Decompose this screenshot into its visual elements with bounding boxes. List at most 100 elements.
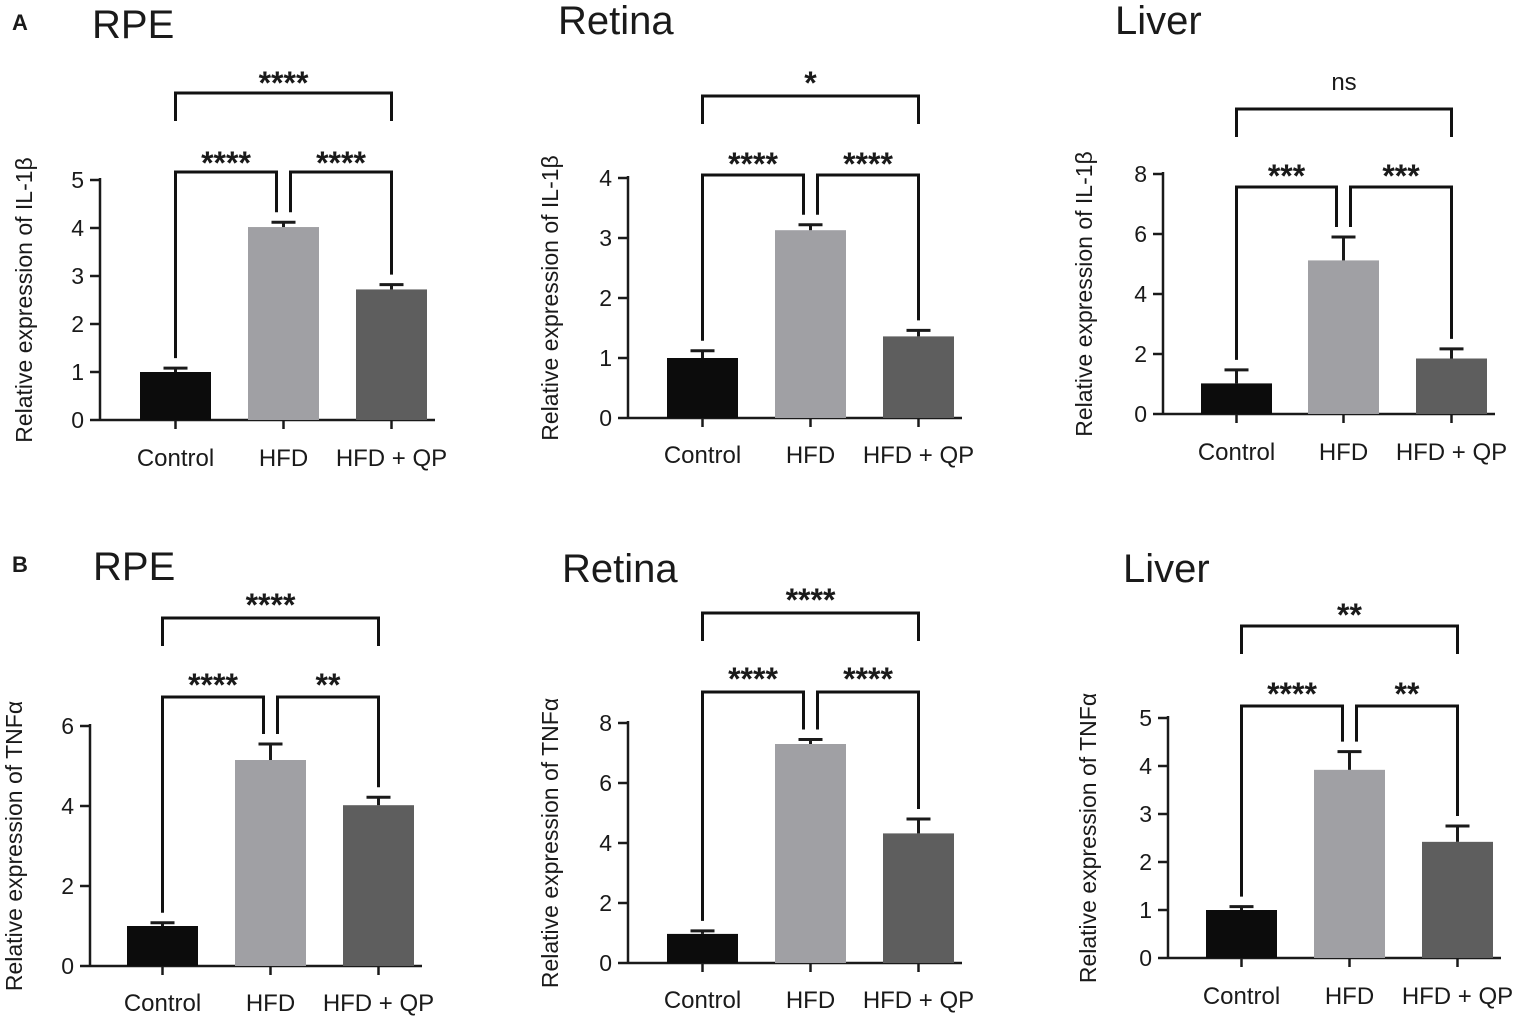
significance-label: ** — [316, 667, 341, 703]
significance-bracket — [1349, 185, 1453, 339]
y-tick-label: 0 — [1139, 945, 1152, 971]
y-tick-label: 1 — [1139, 897, 1152, 923]
y-axis-label: Relative expression of IL-1β — [1071, 151, 1097, 437]
significance-label: *** — [1268, 158, 1306, 194]
significance-label: **** — [1267, 676, 1317, 712]
bar-hfd — [1314, 769, 1385, 958]
significance-bracket — [701, 611, 920, 641]
y-tick-label: 4 — [599, 830, 612, 856]
significance-label: **** — [843, 661, 893, 697]
significance-bracket — [701, 173, 805, 341]
chart-3: Liver Relative expression of IL-1β 0 2 4 6 8 Co… — [1071, 0, 1507, 466]
bar-control — [1206, 910, 1277, 958]
y-tick-label: 0 — [599, 950, 612, 976]
significance-bracket — [1235, 107, 1453, 137]
bar-hfd-qp — [343, 805, 414, 966]
significance-label: **** — [728, 661, 778, 697]
category-label: HFD — [786, 987, 835, 1014]
bar-control — [1201, 383, 1272, 414]
y-axis-label: Relative expression of TNFα — [537, 698, 563, 988]
y-tick-label: 3 — [71, 263, 84, 289]
y-axis-label: Relative expression of IL-1β — [537, 155, 563, 441]
significance-label: **** — [786, 582, 836, 618]
category-label: Control — [664, 442, 741, 469]
chart-4: RPE Relative expression of TNFα 0 2 4 6 Contro… — [1, 545, 434, 1017]
bar-hfd — [235, 760, 306, 966]
category-label: HFD — [1325, 983, 1374, 1010]
y-tick-label: 6 — [1134, 221, 1147, 247]
chart-1: RPE Relative expression of IL-1β 0 1 2 3 4 5 Con… — [11, 3, 447, 472]
significance-bracket — [276, 695, 380, 788]
y-axis-label: Relative expression of IL-1β — [11, 157, 37, 443]
bar-control — [667, 933, 738, 963]
y-tick-label: 3 — [599, 225, 612, 251]
y-tick-label: 0 — [1134, 401, 1147, 427]
significance-label: ** — [1337, 597, 1362, 633]
y-tick-label: 0 — [61, 953, 74, 979]
y-tick-label: 1 — [71, 359, 84, 385]
y-tick-label: 2 — [599, 285, 612, 311]
y-tick-label: 4 — [71, 215, 84, 241]
significance-bracket — [1240, 704, 1344, 897]
bar-hfd — [1308, 260, 1379, 414]
chart-6: Liver Relative expression of TNFα 0 1 2 3 4 5 Co… — [1075, 547, 1513, 1010]
chart-title: Retina — [562, 547, 678, 591]
category-label: Control — [137, 445, 214, 472]
chart-title: RPE — [93, 545, 175, 589]
significance-label: **** — [188, 667, 238, 703]
y-tick-label: 2 — [61, 873, 74, 899]
significance-bracket — [816, 173, 920, 321]
y-tick-label: 4 — [61, 793, 74, 819]
bar-control — [667, 358, 738, 418]
category-label: HFD + QP — [336, 445, 447, 472]
panel-letter-a: A — [12, 10, 28, 35]
bar-hfd-qp — [1422, 841, 1493, 958]
category-label: HFD — [786, 442, 835, 469]
bar-hfd-qp — [883, 336, 954, 418]
y-tick-label: 2 — [599, 890, 612, 916]
significance-label: ** — [1395, 676, 1420, 712]
category-label: HFD + QP — [863, 442, 974, 469]
y-tick-label: 8 — [599, 710, 612, 736]
category-label: Control — [1198, 439, 1275, 466]
bar-control — [140, 372, 211, 420]
category-label: HFD + QP — [1402, 983, 1513, 1010]
bar-hfd — [248, 227, 319, 420]
category-label: HFD + QP — [323, 990, 434, 1017]
bar-hfd — [775, 744, 846, 963]
category-label: HFD — [246, 990, 295, 1017]
bar-control — [127, 926, 198, 966]
y-axis-label: Relative expression of TNFα — [1075, 693, 1101, 983]
y-tick-label: 6 — [599, 770, 612, 796]
y-tick-label: 6 — [61, 713, 74, 739]
chart-title: Liver — [1115, 0, 1202, 43]
significance-bracket — [161, 695, 265, 913]
significance-bracket — [289, 170, 393, 275]
significance-bracket — [161, 616, 380, 646]
y-tick-label: 4 — [1139, 753, 1152, 779]
significance-bracket — [701, 690, 805, 921]
chart-title: Retina — [558, 0, 674, 43]
y-tick-label: 8 — [1134, 161, 1147, 187]
significance-label: **** — [316, 145, 366, 181]
significance-bracket — [1240, 624, 1459, 654]
significance-label: * — [804, 65, 817, 101]
chart-title: RPE — [92, 3, 174, 47]
y-tick-label: 5 — [1139, 705, 1152, 731]
significance-bracket — [174, 91, 393, 121]
category-label: HFD + QP — [1396, 439, 1507, 466]
bar-hfd-qp — [883, 833, 954, 963]
chart-2: Retina Relative expression of IL-1β 0 1 2 3 4 C… — [537, 0, 974, 469]
bar-hfd-qp — [356, 289, 427, 420]
significance-bracket — [701, 94, 920, 124]
y-tick-label: 2 — [1134, 341, 1147, 367]
chart-title: Liver — [1123, 547, 1210, 591]
category-label: HFD — [259, 445, 308, 472]
significance-bracket — [174, 170, 278, 359]
chart-5: Retina Relative expression of TNFα 0 2 4 6 8 Co… — [537, 547, 974, 1014]
y-tick-label: 5 — [71, 167, 84, 193]
category-label: Control — [664, 987, 741, 1014]
y-axis-label: Relative expression of TNFα — [1, 701, 27, 991]
